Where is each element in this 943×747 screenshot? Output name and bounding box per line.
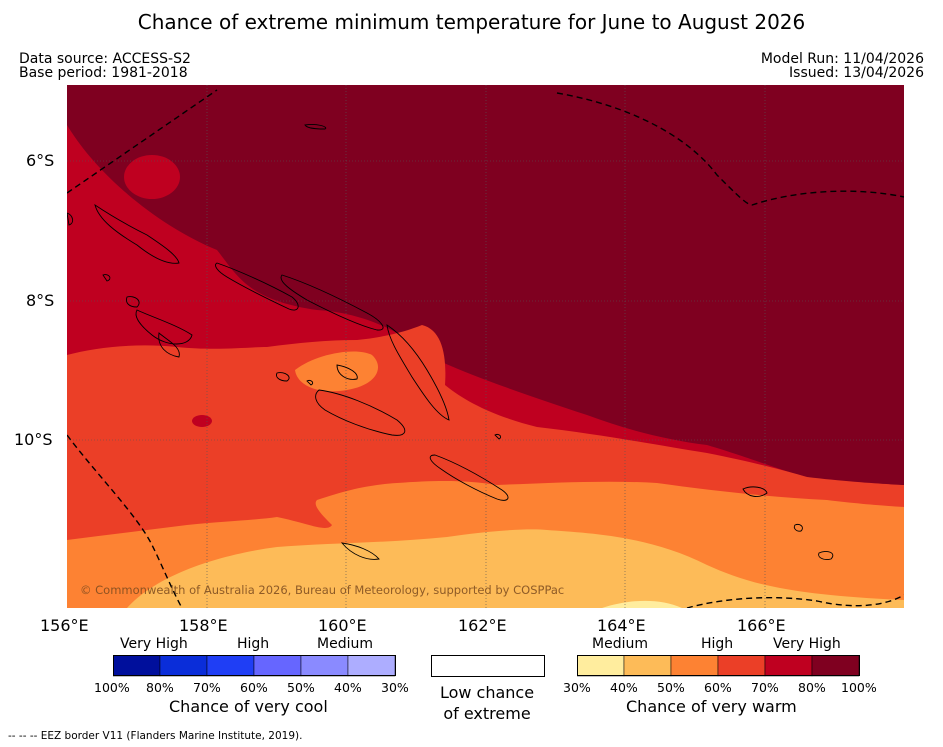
warm-swatch-4 bbox=[717, 655, 766, 677]
band-50-60-spot bbox=[295, 351, 379, 392]
warm-category-very-high: Very High bbox=[773, 636, 841, 652]
cool-category-high: High bbox=[237, 636, 270, 652]
model-run: Model Run: 11/04/2026 bbox=[760, 51, 924, 67]
island-florida bbox=[336, 364, 358, 380]
island-savo bbox=[306, 380, 314, 386]
island-ulawa bbox=[494, 434, 502, 440]
warm-swatch-5 bbox=[764, 655, 813, 677]
cool-tick-70: 70% bbox=[193, 680, 221, 695]
cool-tick-30: 30% bbox=[381, 680, 409, 695]
cool-tick-40: 40% bbox=[334, 680, 362, 695]
neutral-label-line1: Low chance bbox=[439, 683, 535, 702]
cool-swatch-5 bbox=[300, 655, 349, 677]
base-period: Base period: 1981-2018 bbox=[19, 65, 188, 81]
island-guadalcanal bbox=[315, 389, 406, 436]
cool-tick-60: 60% bbox=[240, 680, 268, 695]
band-70-80-spot bbox=[192, 415, 212, 427]
cool-category-medium: Medium bbox=[317, 636, 373, 652]
warm-category-medium: Medium bbox=[592, 636, 648, 652]
island-ontong-java bbox=[304, 124, 327, 130]
eez-border-south-west bbox=[67, 434, 183, 608]
lon-label-162e: 162°E bbox=[458, 616, 507, 635]
cool-tick-50: 50% bbox=[287, 680, 315, 695]
island-malaita bbox=[386, 324, 450, 421]
island-russell bbox=[276, 372, 290, 382]
issued-date: Issued: 13/04/2026 bbox=[789, 65, 924, 81]
island-new-georgia bbox=[135, 309, 193, 345]
warm-swatch-2 bbox=[623, 655, 672, 677]
copyright: © Commonwealth of Australia 2026, Bureau… bbox=[80, 583, 564, 597]
island-utupua bbox=[818, 550, 834, 560]
eez-border-png-east bbox=[556, 92, 904, 206]
neutral-swatch bbox=[431, 655, 545, 677]
island-new-georgia-2 bbox=[158, 332, 180, 358]
cool-legend-title: Chance of very cool bbox=[169, 697, 328, 716]
lat-label-10s: 10°S bbox=[14, 430, 53, 449]
island-vanikoro bbox=[793, 524, 803, 532]
data-source: Data source: ACCESS-S2 bbox=[19, 51, 191, 67]
lat-label-6s: 6°S bbox=[26, 151, 55, 170]
warm-tick-40: 40% bbox=[610, 680, 638, 695]
cool-tick-100: 100% bbox=[94, 680, 130, 695]
lon-label-160e: 160°E bbox=[318, 616, 367, 635]
forecast-map: © Commonwealth of Australia 2026, Bureau… bbox=[67, 85, 904, 608]
cool-swatch-2 bbox=[159, 655, 208, 677]
island-nissan bbox=[67, 212, 74, 226]
warm-swatch-3 bbox=[670, 655, 719, 677]
warm-tick-30: 30% bbox=[563, 680, 591, 695]
eez-border-png-north bbox=[67, 89, 218, 194]
lon-label-158e: 158°E bbox=[179, 616, 228, 635]
island-rennell bbox=[340, 542, 380, 560]
island-choiseul bbox=[215, 262, 299, 311]
map-title: Chance of extreme minimum temperature fo… bbox=[137, 10, 806, 34]
warm-swatch-1 bbox=[577, 655, 625, 677]
cool-swatch-1 bbox=[113, 655, 161, 677]
warm-legend-title: Chance of very warm bbox=[626, 697, 797, 716]
warm-swatch-6 bbox=[811, 655, 860, 677]
warm-colorbar bbox=[577, 655, 860, 677]
lat-label-8s: 8°S bbox=[26, 291, 55, 310]
cool-swatch-4 bbox=[253, 655, 302, 677]
warm-tick-60: 60% bbox=[704, 680, 732, 695]
lon-label-156e: 156°E bbox=[40, 616, 89, 635]
warm-tick-70: 70% bbox=[751, 680, 779, 695]
cool-swatch-6 bbox=[347, 655, 396, 677]
cool-tick-80: 80% bbox=[146, 680, 174, 695]
band-30-40 bbox=[602, 600, 682, 608]
cool-category-very-high: Very High bbox=[120, 636, 188, 652]
eez-border-south-east bbox=[686, 594, 904, 608]
band-40-50 bbox=[127, 529, 904, 608]
cool-swatch-3 bbox=[206, 655, 255, 677]
island-makira bbox=[429, 454, 509, 501]
lon-label-164e: 164°E bbox=[597, 616, 646, 635]
warm-tick-80: 80% bbox=[798, 680, 826, 695]
warm-tick-50: 50% bbox=[657, 680, 685, 695]
island-bougainville bbox=[94, 203, 180, 264]
eez-footnote: -- -- -- EEZ border V11 (Flanders Marine… bbox=[8, 730, 303, 742]
lon-label-166e: 166°E bbox=[737, 616, 786, 635]
island-isabel bbox=[280, 274, 384, 331]
band-80-100-spot bbox=[124, 155, 180, 199]
island-treasury bbox=[102, 274, 111, 282]
warm-category-high: High bbox=[701, 636, 734, 652]
island-santa-cruz bbox=[742, 486, 768, 497]
island-shortland bbox=[126, 296, 140, 308]
warm-tick-100: 100% bbox=[841, 680, 877, 695]
neutral-label-line2: of extreme bbox=[443, 704, 531, 723]
cool-colorbar bbox=[113, 655, 396, 677]
